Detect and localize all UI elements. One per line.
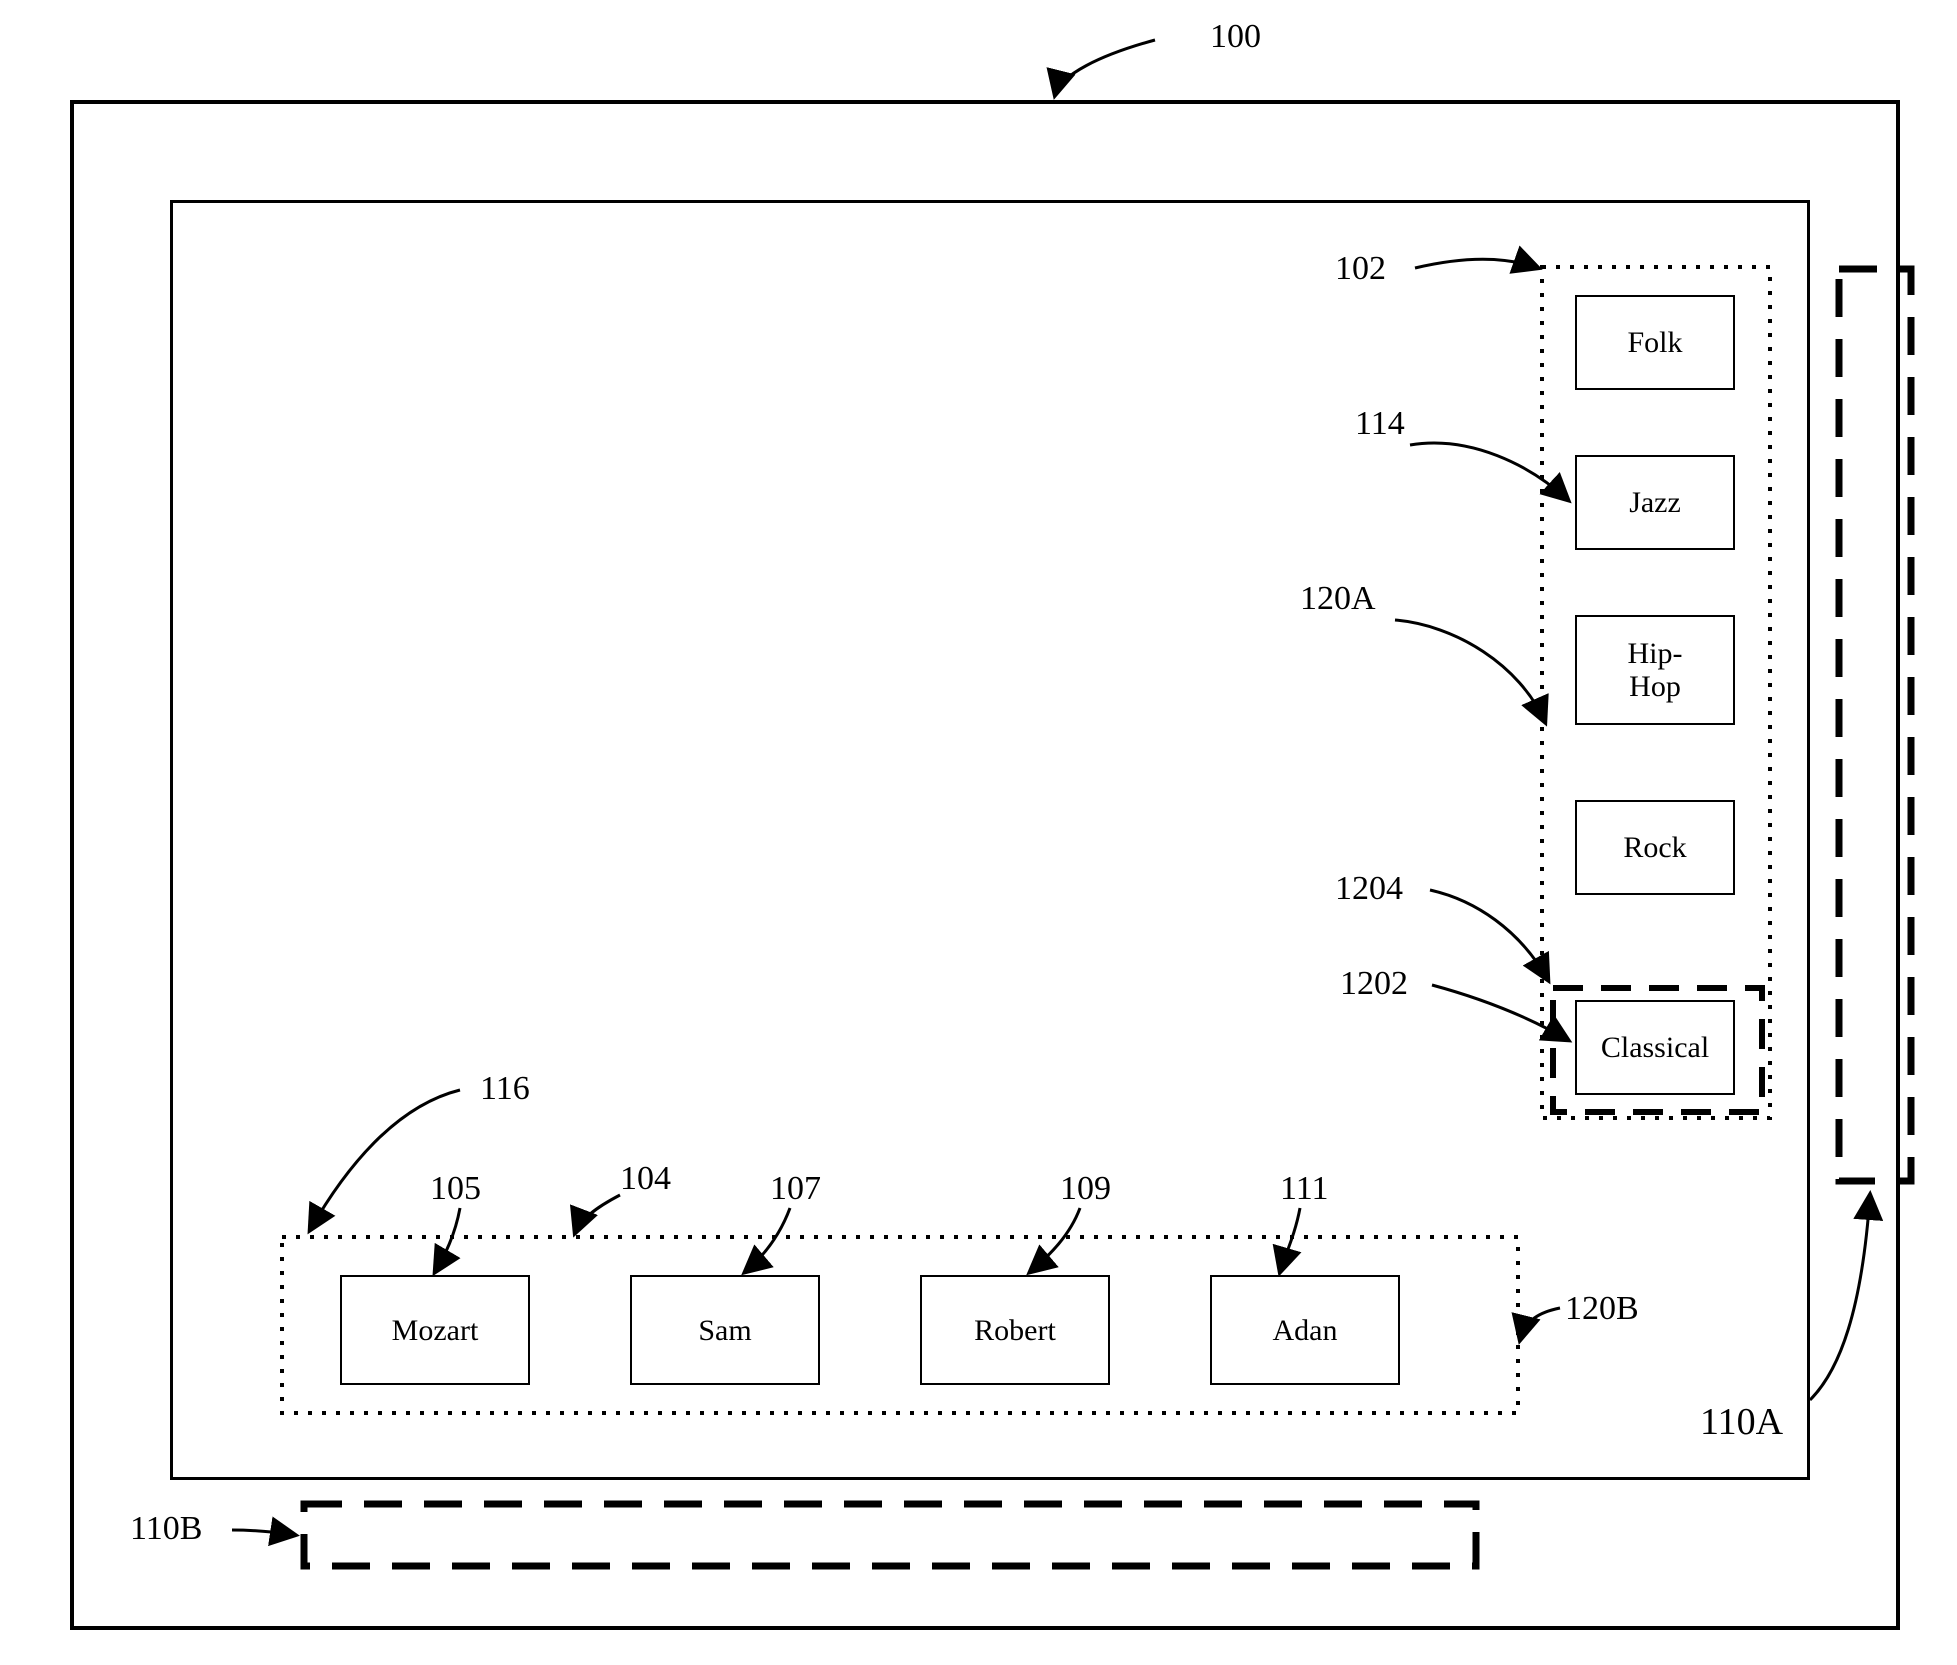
figure-canvas: Folk Jazz Hip- Hop Rock Classical Mozart… <box>0 0 1957 1665</box>
genre-rock[interactable]: Rock <box>1575 800 1735 895</box>
genre-classical[interactable]: Classical <box>1575 1000 1735 1095</box>
artist-robert[interactable]: Robert <box>920 1275 1110 1385</box>
ref-107: 107 <box>770 1170 821 1208</box>
artist-sam[interactable]: Sam <box>630 1275 820 1385</box>
artist-mozart[interactable]: Mozart <box>340 1275 530 1385</box>
ref-120A: 120A <box>1300 580 1376 618</box>
genre-folk-label: Folk <box>1627 326 1682 359</box>
genre-hiphop[interactable]: Hip- Hop <box>1575 615 1735 725</box>
ref-104: 104 <box>620 1160 671 1198</box>
artist-sam-label: Sam <box>698 1314 751 1347</box>
ref-1202: 1202 <box>1340 965 1408 1003</box>
artist-adan-label: Adan <box>1273 1314 1338 1347</box>
ref-1204: 1204 <box>1335 870 1403 908</box>
genre-jazz-label: Jazz <box>1629 486 1681 519</box>
ref-114: 114 <box>1355 405 1405 443</box>
artist-robert-label: Robert <box>974 1314 1056 1347</box>
genre-hiphop-label: Hip- Hop <box>1628 637 1683 703</box>
ref-120B: 120B <box>1565 1290 1639 1328</box>
artist-adan[interactable]: Adan <box>1210 1275 1400 1385</box>
artist-mozart-label: Mozart <box>392 1314 479 1347</box>
ref-110A: 110A <box>1700 1400 1783 1444</box>
ref-110B: 110B <box>130 1510 202 1548</box>
ref-100: 100 <box>1210 18 1261 56</box>
genre-folk[interactable]: Folk <box>1575 295 1735 390</box>
ref-109: 109 <box>1060 1170 1111 1208</box>
ref-116: 116 <box>480 1070 530 1108</box>
genre-rock-label: Rock <box>1623 831 1686 864</box>
dashed-110a <box>1835 265 1915 1185</box>
ref-102: 102 <box>1335 250 1386 288</box>
genre-classical-label: Classical <box>1601 1031 1709 1064</box>
ref-105: 105 <box>430 1170 481 1208</box>
genre-jazz[interactable]: Jazz <box>1575 455 1735 550</box>
dashed-110b <box>300 1500 1480 1570</box>
ref-111: 111 <box>1280 1170 1328 1208</box>
